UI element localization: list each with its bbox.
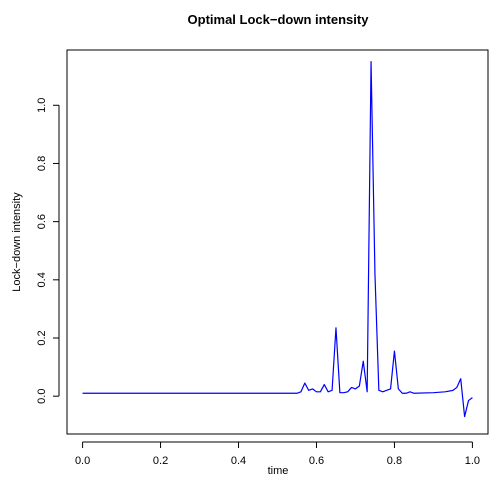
x-axis: 0.0 0.2 0.4 0.6 0.8 1.0 — [75, 441, 480, 467]
y-axis: 0.0 0.2 0.4 0.6 0.8 1.0 — [36, 98, 60, 404]
y-tick-label: 0.4 — [36, 272, 48, 287]
chart-title: Optimal Lock−down intensity — [188, 12, 370, 27]
y-tick-label: 0.8 — [36, 156, 48, 171]
series-line-lockdown-intensity — [82, 61, 473, 418]
y-tick-label: 0.2 — [36, 330, 48, 345]
y-tick-label: 0.0 — [36, 389, 48, 404]
x-tick-label: 1.0 — [465, 455, 480, 467]
y-tick-label: 1.0 — [36, 98, 48, 113]
y-axis-label: Lock−down intensity — [11, 192, 23, 292]
x-tick-label: 0.4 — [231, 455, 246, 467]
x-axis-label: time — [268, 465, 289, 477]
x-tick-label: 0.6 — [309, 455, 324, 467]
plot-frame — [66, 49, 489, 435]
x-tick-label: 0.8 — [387, 455, 402, 467]
x-tick-label: 0.0 — [75, 455, 90, 467]
x-tick-label: 0.2 — [153, 455, 168, 467]
y-tick-label: 0.6 — [36, 214, 48, 229]
